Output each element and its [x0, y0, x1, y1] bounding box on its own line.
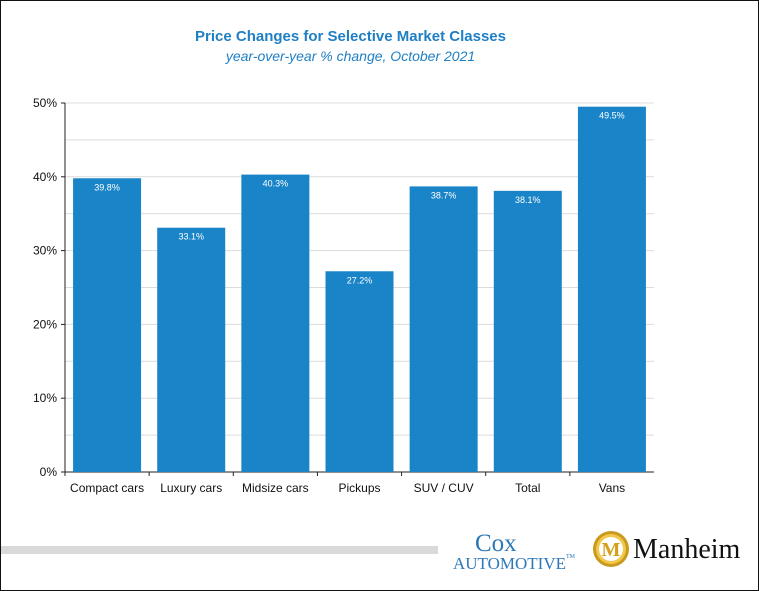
manheim-seal-icon: M [593, 531, 629, 567]
bar-value-label: 33.1% [178, 232, 204, 242]
cox-logo-automotive-text: AUTOMOTIVE [453, 554, 567, 573]
cox-logo-word: Cox [475, 530, 517, 557]
bar-value-label: 27.2% [347, 275, 373, 285]
chart-title: Price Changes for Selective Market Class… [195, 28, 506, 45]
cox-automotive-logo: Cox AUTOMOTIVETM [453, 530, 583, 574]
bar-value-label: 40.3% [263, 179, 289, 189]
bar-chart: 0% 10% 20% 30% 40% 50% 39.8% Compact cars 33.1% L… [33, 96, 654, 495]
bar-value-label: 38.7% [431, 190, 457, 200]
chart-subtitle: year-over-year % change, October 2021 [225, 48, 476, 64]
y-tick-label: 20% [33, 317, 57, 331]
x-tick-label: Pickups [338, 481, 380, 495]
bar-value-label: 39.8% [94, 182, 120, 192]
bar-value-label: 38.1% [515, 195, 541, 205]
y-tick-label: 50% [33, 96, 57, 110]
y-tick-label: 40% [33, 170, 57, 184]
bar-value-label: 49.5% [599, 111, 625, 121]
bar [325, 271, 394, 472]
footer-divider [1, 546, 438, 554]
cox-logo-tm: TM [566, 554, 576, 560]
manheim-seal-letter: M [602, 539, 621, 561]
x-tick-label: Midsize cars [242, 481, 309, 495]
manheim-wordmark: Manheim [633, 534, 741, 565]
bar [493, 190, 562, 472]
y-tick-label: 0% [40, 465, 58, 479]
bar [241, 174, 310, 472]
y-tick-label: 30% [33, 244, 57, 258]
bar [73, 178, 142, 472]
bar [409, 186, 478, 473]
cox-logo-automotive: AUTOMOTIVETM [453, 554, 575, 574]
bar [157, 227, 226, 472]
bar [577, 106, 646, 472]
manheim-logo: M Manheim [592, 530, 752, 572]
x-tick-label: Luxury cars [160, 481, 222, 495]
y-tick-label: 10% [33, 391, 57, 405]
x-tick-label: SUV / CUV [414, 481, 474, 495]
x-tick-label: Total [515, 481, 540, 495]
x-tick-label: Compact cars [70, 481, 144, 495]
x-tick-label: Vans [599, 481, 625, 495]
